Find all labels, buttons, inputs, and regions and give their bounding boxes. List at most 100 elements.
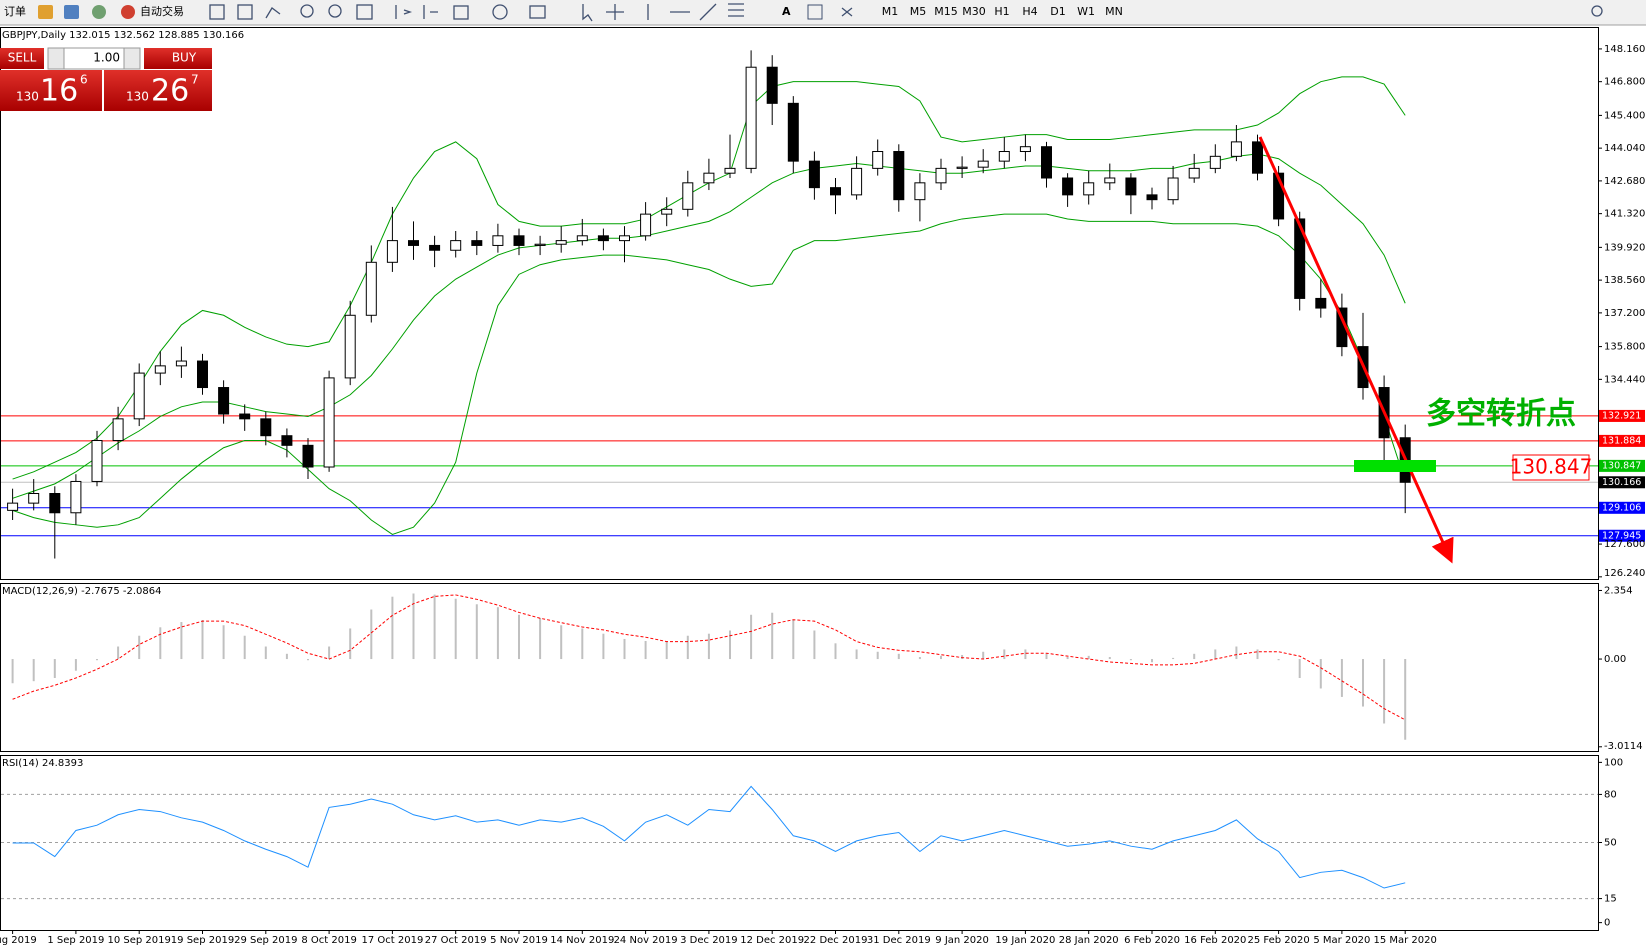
y-tick-label: 145.400 [1604, 110, 1645, 121]
level-label: 130.847 [1602, 460, 1641, 471]
level-label: 131.884 [1602, 435, 1641, 446]
timeframe-button[interactable]: M15 [934, 5, 958, 18]
trendline[interactable] [699, 3, 717, 21]
icon[interactable] [92, 5, 106, 19]
timeframe-button[interactable]: H1 [994, 5, 1009, 18]
candle-body [70, 480, 82, 514]
icon[interactable] [265, 7, 281, 19]
candle-body [1273, 172, 1285, 220]
icon[interactable] [237, 4, 253, 20]
crosshair[interactable] [606, 4, 624, 20]
icon[interactable] [356, 4, 373, 20]
y-tick-label: 126.240 [1604, 568, 1645, 579]
last-price-box [1599, 476, 1645, 489]
candle-body [323, 377, 335, 468]
icon[interactable] [395, 5, 413, 19]
text-tool[interactable]: A [782, 5, 791, 18]
bid-small: 6 [80, 73, 88, 87]
candle-body [1167, 177, 1179, 201]
timeframe-button[interactable]: MN [1105, 5, 1123, 18]
timeframe-button[interactable]: W1 [1077, 5, 1095, 18]
y-tick-label: 127.600 [1604, 539, 1645, 550]
bid-main: 16 [40, 74, 78, 109]
x-tick-label: 3 Dec 2019 [680, 935, 738, 946]
level-box [1599, 434, 1645, 447]
price-label-box [1512, 454, 1590, 481]
candle-body [914, 182, 926, 201]
icon[interactable] [529, 5, 546, 19]
candle-body [1083, 182, 1095, 196]
auto-trade-icon[interactable] [121, 5, 135, 19]
trend-arrow [1258, 136, 1454, 564]
buy-button[interactable] [144, 48, 212, 69]
candle-body [724, 167, 736, 174]
cursor[interactable] [582, 4, 593, 22]
icon[interactable] [64, 5, 79, 19]
ask-small: 7 [191, 73, 199, 87]
label-tool[interactable] [807, 4, 823, 20]
buy-label: BUY [172, 51, 197, 65]
level-label: 129.106 [1602, 502, 1641, 513]
candle-body [344, 314, 356, 379]
x-tick-label: 8 Oct 2019 [301, 935, 356, 946]
auto-trade-button[interactable]: 自动交易 [140, 4, 184, 18]
candle-body [450, 240, 462, 251]
order-button[interactable]: 订单 [4, 5, 26, 18]
x-tick-label: 5 Nov 2019 [490, 935, 548, 946]
candle-body [513, 235, 525, 246]
bollinger-band [12, 153, 1406, 499]
y-tick-label: -3.0114 [1604, 741, 1643, 752]
candle-body [408, 240, 419, 246]
ask-box[interactable] [104, 70, 212, 111]
macd-panel-frame [0, 583, 1599, 752]
timeframe-button[interactable]: M5 [910, 5, 927, 18]
candle-body [197, 360, 208, 389]
candle-body [175, 360, 187, 367]
candle-body [1209, 155, 1221, 169]
x-tick-label: 15 Mar 2020 [1373, 935, 1436, 946]
zoom-out[interactable] [328, 4, 342, 18]
x-tick-label: 12 Dec 2019 [740, 935, 804, 946]
x-tick-label: 22 Dec 2019 [804, 935, 868, 946]
lots-down[interactable] [47, 47, 65, 70]
sell-label: SELL [8, 51, 37, 65]
search[interactable] [1591, 5, 1603, 17]
toolbar: 订单 自动交易 A M1 M5 M15 M30 [0, 0, 1646, 26]
x-tick-label: 31 Dec 2019 [867, 935, 931, 946]
bid-box[interactable] [0, 70, 102, 111]
candle-body [640, 213, 652, 237]
candle-body [830, 187, 841, 196]
x-tick-label: 6 Feb 2020 [1124, 935, 1180, 946]
y-tick-label: 139.920 [1604, 242, 1645, 253]
channel[interactable] [728, 3, 744, 17]
panel-title: MACD(12,26,9) -2.7675 -2.0864 [2, 586, 162, 597]
timeframe-button[interactable]: M1 [882, 5, 899, 18]
timeframes: M1 M5 M15 M30 H1 H4 D1 W1 MN [882, 5, 1123, 18]
candle-body [281, 435, 293, 446]
shapes[interactable] [841, 7, 853, 17]
icon[interactable] [453, 5, 469, 20]
sell-button[interactable] [0, 48, 44, 69]
candle-body [7, 502, 19, 511]
lots-up[interactable] [123, 47, 141, 70]
candle-body [1062, 177, 1074, 196]
y-tick-label: 80 [1604, 789, 1617, 800]
timeframe-button[interactable]: H4 [1022, 5, 1037, 18]
ask-main: 26 [151, 74, 189, 109]
x-tick-label: Aug 2019 [0, 935, 37, 946]
timeframe-button[interactable]: M30 [962, 5, 986, 18]
icon[interactable] [492, 4, 508, 20]
zoom-in[interactable] [300, 4, 314, 18]
y-tick-label: 50 [1604, 838, 1617, 849]
candle-body [471, 240, 483, 246]
icon[interactable] [38, 5, 53, 19]
y-tick-label: 135.800 [1604, 342, 1645, 353]
candle-body [133, 372, 145, 420]
candle-body [365, 261, 377, 316]
icon[interactable] [209, 4, 225, 20]
timeframe-button[interactable]: D1 [1050, 5, 1065, 18]
icon[interactable] [423, 5, 438, 19]
candle-body [893, 151, 905, 201]
x-tick-label: 5 Mar 2020 [1313, 935, 1370, 946]
candle-body [28, 493, 40, 504]
